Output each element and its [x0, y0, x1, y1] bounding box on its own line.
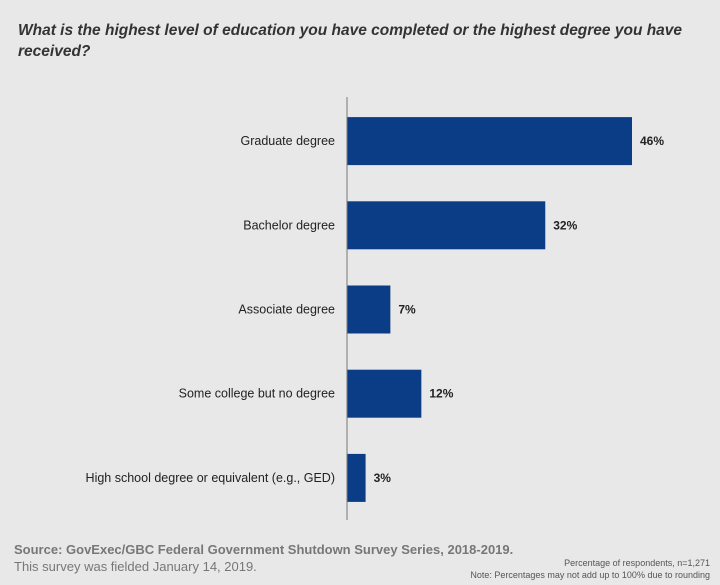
- category-label: Bachelor degree: [243, 218, 335, 232]
- category-label: Some college but no degree: [179, 387, 335, 401]
- data-label: 12%: [429, 387, 453, 401]
- bar: [347, 285, 391, 334]
- rounding-note: Note: Percentages may not add up to 100%…: [470, 570, 710, 580]
- bar: [347, 369, 422, 418]
- data-label: 46%: [640, 134, 664, 148]
- bar: [347, 453, 366, 502]
- fielded-text: This survey was fielded January 14, 2019…: [14, 559, 257, 574]
- bar: [347, 201, 546, 250]
- data-label: 3%: [374, 471, 392, 485]
- data-label: 7%: [398, 303, 416, 317]
- category-label: Graduate degree: [240, 134, 335, 148]
- category-label: High school degree or equivalent (e.g., …: [86, 471, 335, 485]
- source-text: Source: GovExec/GBC Federal Government S…: [14, 542, 514, 557]
- respondents-text: Percentage of respondents, n=1,271: [564, 558, 710, 568]
- data-label: 32%: [553, 218, 577, 232]
- source-note: Source: GovExec/GBC Federal Government S…: [14, 541, 513, 575]
- category-label: Associate degree: [238, 303, 335, 317]
- footnote: Percentage of respondents, n=1,271 Note:…: [470, 557, 710, 581]
- bar: [347, 117, 632, 166]
- chart-title: What is the highest level of education y…: [18, 22, 683, 60]
